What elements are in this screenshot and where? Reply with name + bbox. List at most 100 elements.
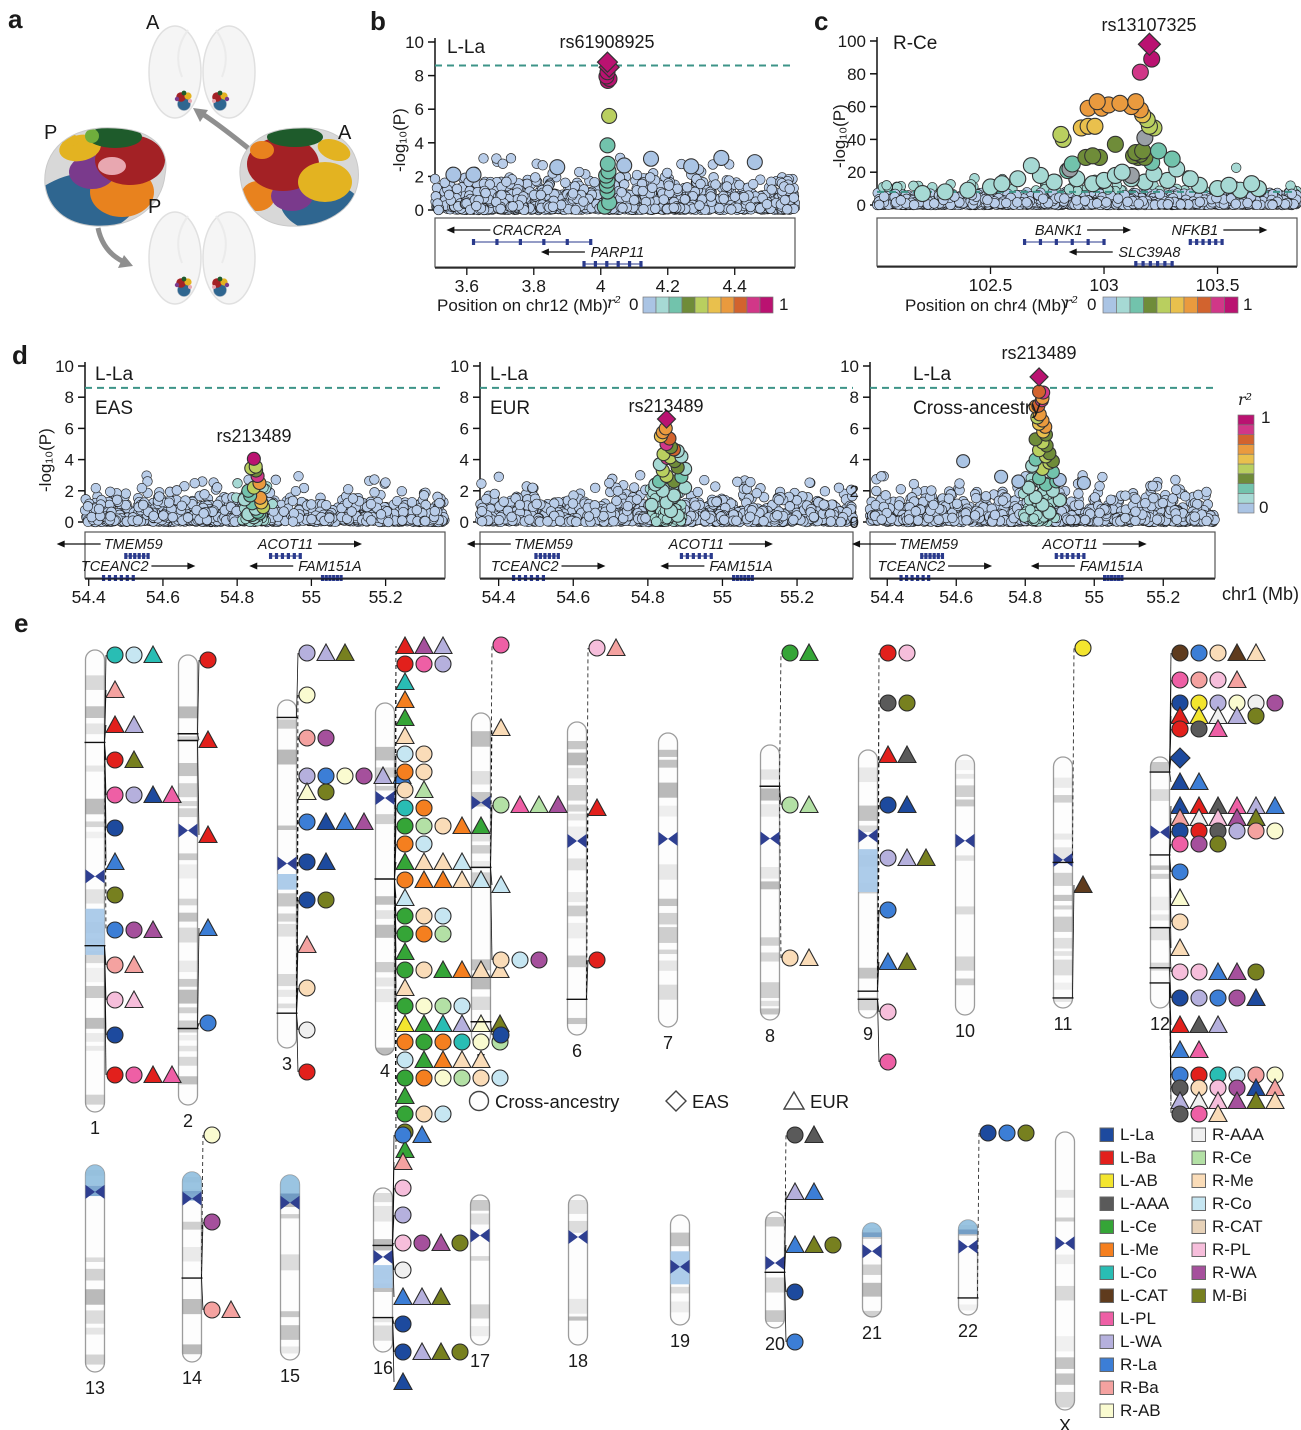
locus-marker-triangle-L-Ce xyxy=(395,941,415,961)
x-tick-label: 54.6 xyxy=(556,587,590,607)
snp-point xyxy=(1009,170,1027,188)
locus-marker-triangle-M-Bi xyxy=(804,1234,824,1254)
legend-label-M-Bi: M-Bi xyxy=(1212,1286,1247,1305)
panel-letter-b: b xyxy=(370,6,386,36)
locus-marker-triangle-R-WA xyxy=(414,635,434,655)
gene-direction-arrow xyxy=(597,562,606,570)
x-tick-label: 3.6 xyxy=(455,276,479,296)
plot-d-r2-min: 0 xyxy=(1259,498,1269,517)
locus-marker-triangle-L-WA xyxy=(412,1341,432,1361)
locus-marker-circle-R-WA xyxy=(203,1213,221,1231)
locus-marker-circle-R-AB xyxy=(203,1126,221,1144)
rotation-arrows xyxy=(95,108,250,268)
x-tick-label: 54.4 xyxy=(72,587,106,607)
locus-marker-circle-R-Ba xyxy=(298,729,316,747)
legend-swatch-R-Ce xyxy=(1191,1150,1206,1165)
centromere-icon xyxy=(858,828,868,843)
centromere-icon xyxy=(958,1239,968,1254)
chromosome-label: 15 xyxy=(280,1366,300,1386)
locus-marker-circle-L-AAA xyxy=(1171,1105,1189,1123)
locus-marker-circle-L-Ce xyxy=(396,997,414,1015)
gene-label: NFKB1 xyxy=(1171,223,1218,239)
plot-b-lead-snp-label: rs61908925 xyxy=(559,32,655,52)
locus-marker-triangle-L-Me xyxy=(452,959,472,979)
gene-track: TMEM59 ACOT11 TCEANC2 FAM151A xyxy=(56,531,446,581)
locus-marker-triangle-M-Bi xyxy=(335,642,355,662)
locus-marker-triangle-R-Me xyxy=(1265,1090,1285,1110)
r2-colorbar xyxy=(642,296,774,314)
locus-marker-triangle-L-Me xyxy=(452,815,472,835)
locus-marker-triangle-R-La xyxy=(1208,961,1228,981)
locus-marker-circle-L-Ba xyxy=(298,1063,316,1081)
locus-marker-triangle-R-Me xyxy=(452,869,472,889)
snp-point xyxy=(683,158,700,175)
eur-triangle-icon xyxy=(782,1090,806,1110)
highlighted-band xyxy=(85,908,105,955)
r2-colored-points xyxy=(445,51,763,215)
chromosome-1: 1 xyxy=(84,649,106,1138)
locus-marker-triangle-R-WA xyxy=(431,1232,451,1252)
locus-marker-triangle-R-Co xyxy=(471,869,491,889)
x-tick-label: 55.2 xyxy=(369,587,403,607)
locus-marker-circle-L-CAT xyxy=(1171,644,1189,662)
y-tick-label: 0 xyxy=(460,513,469,532)
locus-marker-triangle-L-La xyxy=(1246,987,1266,1007)
locus-connector-line xyxy=(1169,728,1172,773)
locus-marker-circle-R-Me xyxy=(415,745,433,763)
chromosome-label: 14 xyxy=(182,1368,202,1388)
chromosome-label: 1 xyxy=(90,1118,100,1138)
plot-b-x-axis-label: Position on chr12 (Mb) xyxy=(437,296,609,315)
legend-label-L-PL: L-PL xyxy=(1120,1309,1156,1328)
locus-marker-circle-L-Me xyxy=(415,1069,433,1087)
gene-direction-arrow xyxy=(1259,226,1268,234)
legend-swatch-M-Bi xyxy=(1191,1288,1206,1303)
brain-orientation-label-posterior-bottom: P xyxy=(148,196,162,218)
gene-label: TMEM59 xyxy=(104,537,163,553)
locus-connector-line xyxy=(784,1244,787,1273)
locus-marker-triangle-R-WA xyxy=(548,794,568,814)
locus-connector-line xyxy=(197,1022,200,1029)
gene-label: PARP11 xyxy=(591,245,644,261)
plot-d-r2-label: r² xyxy=(1238,390,1253,409)
legend-swatch-R-La xyxy=(1099,1357,1114,1372)
locus-marker-circle-R-AB xyxy=(336,767,354,785)
locus-marker-triangle-R-La xyxy=(198,917,218,937)
x-tick-label: 54.6 xyxy=(939,587,973,607)
locus-marker-circle-R-La xyxy=(998,1124,1016,1142)
locus-marker-circle-R-AAA xyxy=(298,1021,316,1039)
locus-marker-triangle-L-AAA xyxy=(1189,1014,1209,1034)
centromere-icon xyxy=(373,1249,383,1264)
amygdala-inset xyxy=(174,276,192,297)
plot-d-y-axis-label: -log₁₀(P) xyxy=(36,428,55,492)
x-tick-label: 55 xyxy=(302,587,321,607)
locus-marker-circle-R-Co xyxy=(125,646,143,664)
legend-swatch-L-WA xyxy=(1099,1334,1114,1349)
locus-marker-triangle-L-Ba xyxy=(587,797,607,817)
locus-connector-line xyxy=(392,1317,395,1383)
chromosome-17: 17 xyxy=(469,1194,491,1371)
locus-marker-triangle-L-Ce xyxy=(471,815,491,835)
chromosome-label: 20 xyxy=(765,1334,785,1354)
locus-marker-circle-L-PL xyxy=(879,1053,897,1071)
locus-marker-circle-L-WA xyxy=(434,655,452,673)
chromosome-label: 2 xyxy=(183,1111,193,1131)
locus-marker-circle-R-Me xyxy=(415,763,433,781)
x-tick-label: 54.8 xyxy=(1008,587,1042,607)
locus-marker-triangle-L-WA xyxy=(897,847,917,867)
locus-marker-circle-R-AB xyxy=(1266,822,1284,840)
locus-marker-triangle-M-Bi xyxy=(431,1341,451,1361)
locus-marker-triangle-R-Ba xyxy=(105,679,125,699)
chromosome-label: 19 xyxy=(670,1331,690,1351)
locus-connector-line xyxy=(490,804,493,868)
y-tick-label: 2 xyxy=(850,482,859,501)
locus-marker-triangle-R-Me xyxy=(471,1049,491,1069)
locus-marker-circle-L-Ce xyxy=(781,644,799,662)
locus-marker-triangle-L-La xyxy=(143,784,163,804)
locus-marker-circle-M-Bi xyxy=(451,1343,469,1361)
brain-orientation-label-anterior-top: A xyxy=(146,12,160,34)
locus-connector-line xyxy=(1072,647,1075,863)
centromere-icon xyxy=(568,1230,578,1244)
gene-direction-arrow xyxy=(984,562,993,570)
locus-marker-circle-R-La xyxy=(317,767,335,785)
